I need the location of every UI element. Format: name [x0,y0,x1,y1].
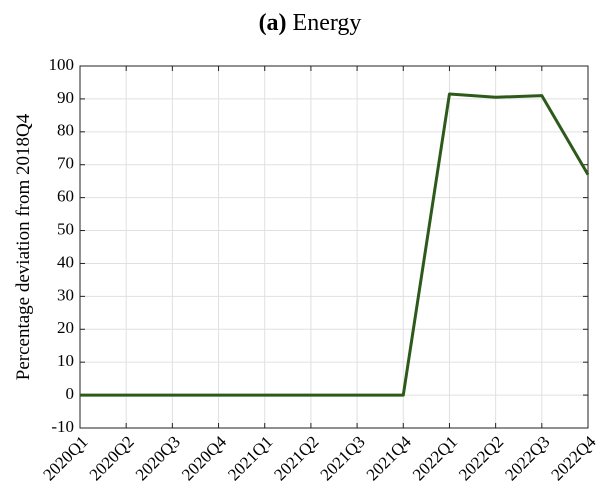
chart-title: (a) Energy [259,10,362,36]
plot-frame [79,65,589,429]
x-tick-label: 2021Q3 [317,432,369,484]
y-tick-label: 100 [49,55,75,74]
y-tick-label: 0 [66,384,75,403]
x-tick-label: 2022Q2 [455,432,507,484]
y-tick-label: 30 [57,285,74,304]
data-line [80,92,590,397]
y-tick-label: 70 [57,154,74,173]
x-tick-label: 2020Q1 [39,432,91,484]
x-tick-label: 2020Q3 [132,432,184,484]
y-axis-label: Percentage deviation from 2018Q4 [13,113,34,380]
x-tick-label: 2020Q2 [86,432,138,484]
y-tick-label: 90 [57,88,74,107]
x-tick-label: 2021Q4 [363,432,416,485]
y-tick-label: 60 [57,187,74,206]
panel-label: (a) [259,10,287,36]
x-tick-label: 2022Q1 [409,432,461,484]
x-tick-label: 2022Q4 [547,432,600,485]
y-tick-label: 50 [57,219,74,238]
y-tick-label: 10 [57,351,74,370]
y-tick-label: 40 [57,252,74,271]
x-tick-label: 2021Q2 [270,432,322,484]
x-tick-label: 2022Q3 [501,432,553,484]
y-tick-label: -10 [51,417,74,436]
y-tick-label: 80 [57,121,74,140]
x-tick-label: 2020Q4 [178,432,231,485]
title-text: Energy [293,10,362,36]
y-tick-label: 20 [57,318,74,337]
x-tick-label: 2021Q1 [224,432,276,484]
